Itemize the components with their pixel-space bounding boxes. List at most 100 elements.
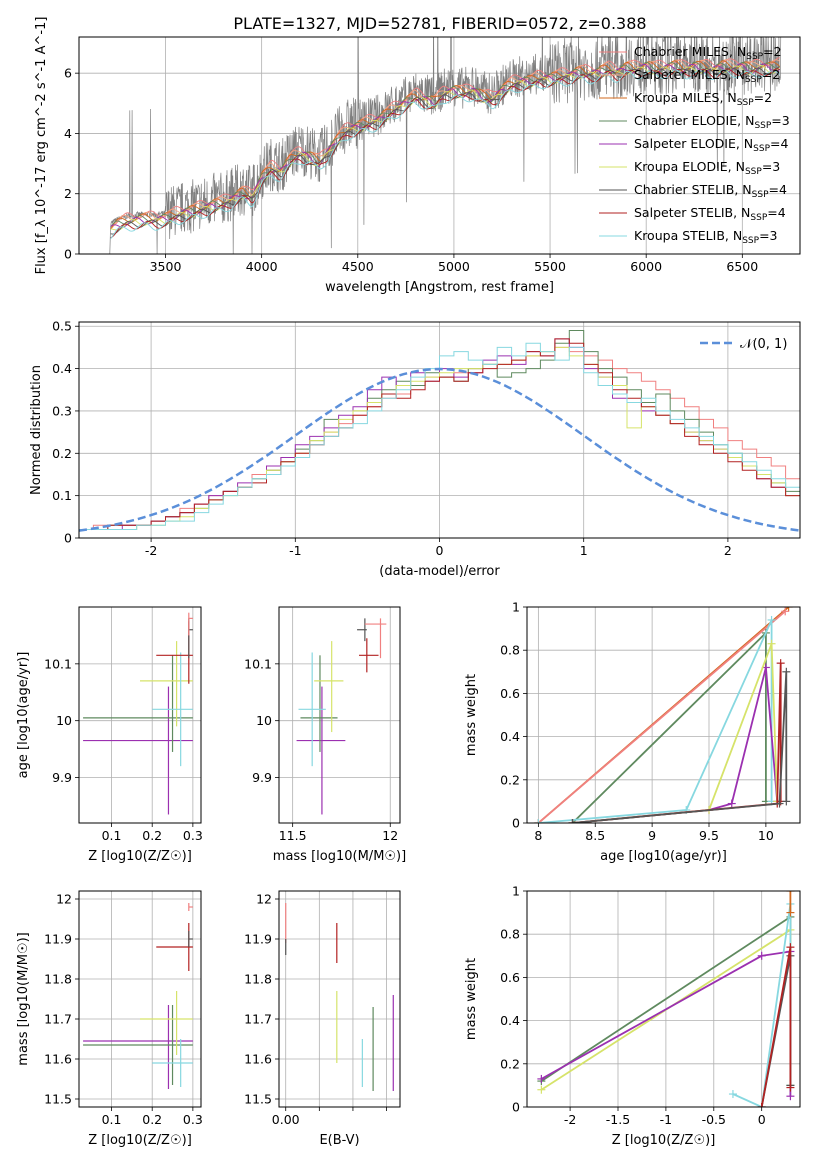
plus-marker [782,797,791,806]
error-bar-point [188,612,193,636]
mass-weight-line [538,619,773,823]
y-tick-label: 9.9 [252,770,272,785]
histogram-step-series [79,346,800,538]
plus-marker [784,607,793,611]
error-bar-point [140,991,193,1055]
y-tick-label: 10.1 [44,656,72,671]
y-tick-label: 0.6 [500,970,520,985]
y-axis-label: age [log10(age/yr)] [16,652,31,779]
x-tick-label: 0.3 [183,828,203,843]
residual-legend: 𝒩(0, 1) [700,337,787,352]
plot-area [83,903,193,1089]
x-tick-label: 8.5 [585,828,605,843]
plus-marker [537,1085,546,1094]
axes-frame [526,606,801,824]
x-tick-label: 0.1 [102,1112,122,1127]
x-tick-label: -1 [289,543,301,558]
mass-weight-line [572,643,779,823]
x-tick-label: 0.2 [142,828,162,843]
legend-entry: Kroupa ELODIE, NSSP=3 [634,159,780,177]
plot-area [537,891,795,1107]
y-tick-label: 9.9 [52,770,72,785]
plus-marker [568,819,577,823]
x-axis-label: mass [log10(M/M☉)] [273,849,406,864]
y-tick-label: 1 [512,884,520,899]
y-axis-label: Normed distribution [29,365,44,495]
y-tick-label: 0.2 [52,446,72,461]
legend-suffix: =3 [759,228,777,243]
y-tick-label: 0 [64,247,72,262]
plot-area [285,903,394,1091]
plot-area [296,618,387,815]
x-tick-label: -0.5 [702,1112,726,1127]
figure-title: PLATE=1327, MJD=52781, FIBERID=0572, z=0… [233,14,646,33]
age-vs-mass-panel: 11.5 12 9.9 10 10.1 mass [log10(M/M☉)] [244,606,406,864]
legend-label: Chabrier STELIB, N [634,182,752,197]
legend-entry: Salpeter ELODIE, NSSP=4 [634,136,789,154]
x-axis-label: (data-model)/error [379,564,500,579]
x-axis-label: wavelength [Angstrom, rest frame] [325,280,554,295]
y-tick-label: 0.5 [52,319,72,334]
axes-frame [278,890,401,1108]
mass-weight-line [572,663,782,823]
x-tick-label: 5000 [438,259,470,274]
legend-entry: Chabrier ELODIE, NSSP=3 [634,113,790,131]
y-tick-label: 11.7 [244,1012,272,1027]
legend-suffix: =2 [762,67,780,82]
model-spectrum-line [110,69,781,239]
error-bar-point [156,923,193,971]
axes-frame [78,890,202,1108]
plus-marker [775,799,784,808]
gaussian-curve [79,367,800,532]
error-bar-point [364,618,387,659]
y-tick-label: 11.9 [244,932,272,947]
histogram-step-series [79,346,800,538]
error-bar-point [359,638,379,673]
x-tick-label: 6500 [726,259,758,274]
y-tick-label: 11.5 [44,1092,72,1107]
error-bar-point [152,652,193,767]
error-bar-point [83,686,193,815]
error-bar-point [314,641,344,733]
y-tick-label: 11.5 [244,1092,272,1107]
y-tick-label: 4 [64,126,72,141]
x-tick-label: -2 [564,1112,576,1127]
spectrum-panel: 3500 4000 4500 5000 5500 6000 6500 0 2 4 6 Chabrier… [34,17,801,295]
legend-subscript: SSP [752,190,769,200]
legend-subscript: SSP [750,213,767,223]
x-tick-label: 4500 [342,259,374,274]
mass-vs-z-panel: 0.1 0.2 0.3 11.5 11.6 11.7 11.8 11.9 12 Z [log10(… [16,890,203,1148]
y-tick-label: 0.1 [52,488,72,503]
legend-subscript: SSP [742,236,759,246]
x-axis-label: Z [log10(Z/Z☉)] [88,849,192,864]
error-bar-point [83,1005,193,1085]
legend-label: Kroupa STELIB, N [634,228,742,243]
error-bar-point [83,655,193,752]
y-tick-label: 11.6 [244,1052,272,1067]
y-tick-label: 10.1 [244,656,272,671]
legend-subscript: SSP [745,167,762,177]
error-bar-point [357,618,367,642]
histogram-step-series [79,330,800,538]
plus-marker [728,1090,737,1099]
plus-marker [767,639,776,648]
x-tick-label: -1.5 [606,1112,630,1127]
x-tick-label: -1 [660,1112,672,1127]
y-tick-label: 0 [512,1100,520,1115]
x-tick-label: 5500 [534,259,566,274]
plus-marker [786,1083,795,1092]
plus-marker [782,667,791,676]
plus-marker [786,943,795,952]
legend-suffix: =2 [754,90,772,105]
histogram-step-series [79,342,800,538]
y-tick-label: 10 [256,713,272,728]
legend-subscript: SSP [746,52,763,62]
y-tick-label: 0.2 [500,772,520,787]
y-tick-label: 0.8 [500,927,520,942]
error-bar-point [140,641,193,727]
y-tick-label: 0.3 [52,403,72,418]
plus-marker [534,819,543,823]
x-tick-label: 0.3 [183,1112,203,1127]
error-bar-point [296,686,346,815]
y-axis-label: mass weight [464,674,479,756]
